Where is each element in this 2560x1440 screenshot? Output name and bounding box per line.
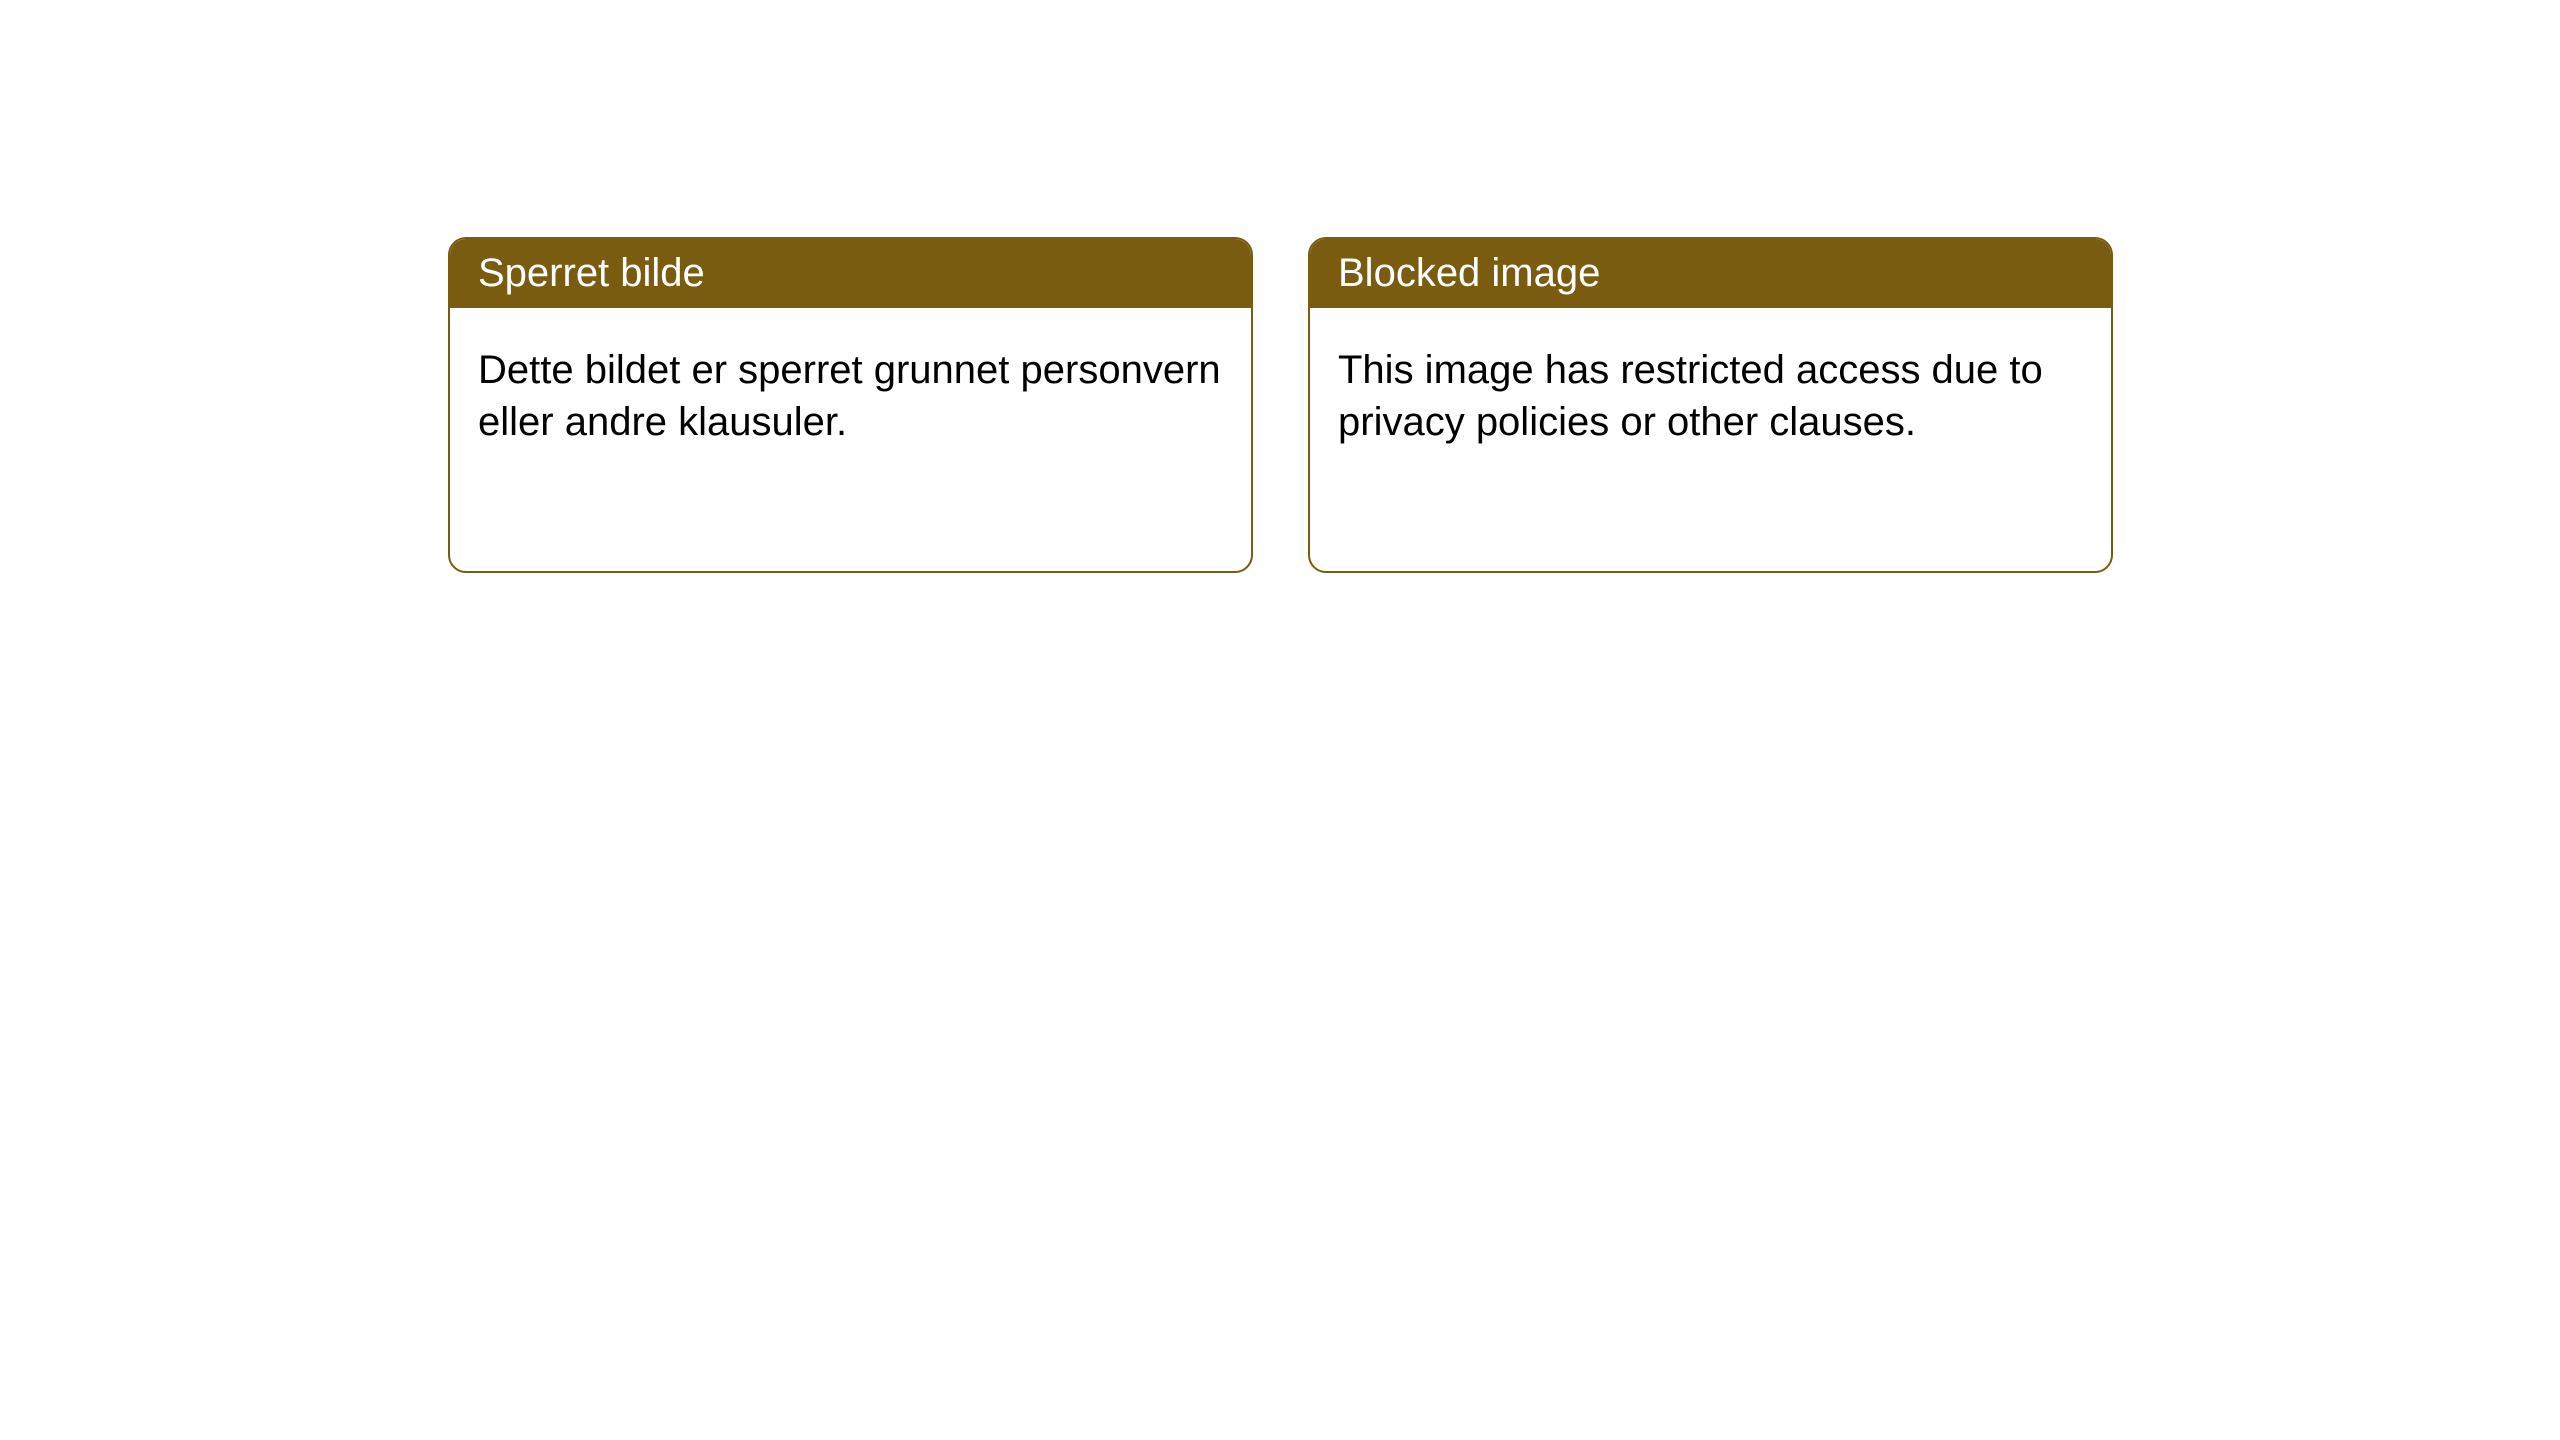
card-body-english: This image has restricted access due to …: [1310, 308, 2111, 484]
notice-card-norwegian: Sperret bilde Dette bildet er sperret gr…: [448, 237, 1253, 573]
card-text: This image has restricted access due to …: [1338, 348, 2043, 444]
card-text: Dette bildet er sperret grunnet personve…: [478, 348, 1221, 444]
card-body-norwegian: Dette bildet er sperret grunnet personve…: [450, 308, 1251, 484]
notice-card-english: Blocked image This image has restricted …: [1308, 237, 2113, 573]
card-title: Sperret bilde: [478, 251, 705, 295]
card-header-norwegian: Sperret bilde: [450, 239, 1251, 308]
card-header-english: Blocked image: [1310, 239, 2111, 308]
card-title: Blocked image: [1338, 251, 1600, 295]
notice-container: Sperret bilde Dette bildet er sperret gr…: [448, 237, 2113, 573]
